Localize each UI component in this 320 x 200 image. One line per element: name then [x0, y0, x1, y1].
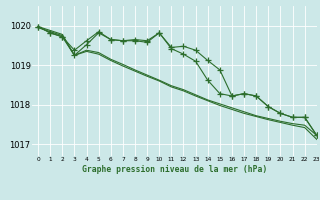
X-axis label: Graphe pression niveau de la mer (hPa): Graphe pression niveau de la mer (hPa) — [82, 165, 267, 174]
